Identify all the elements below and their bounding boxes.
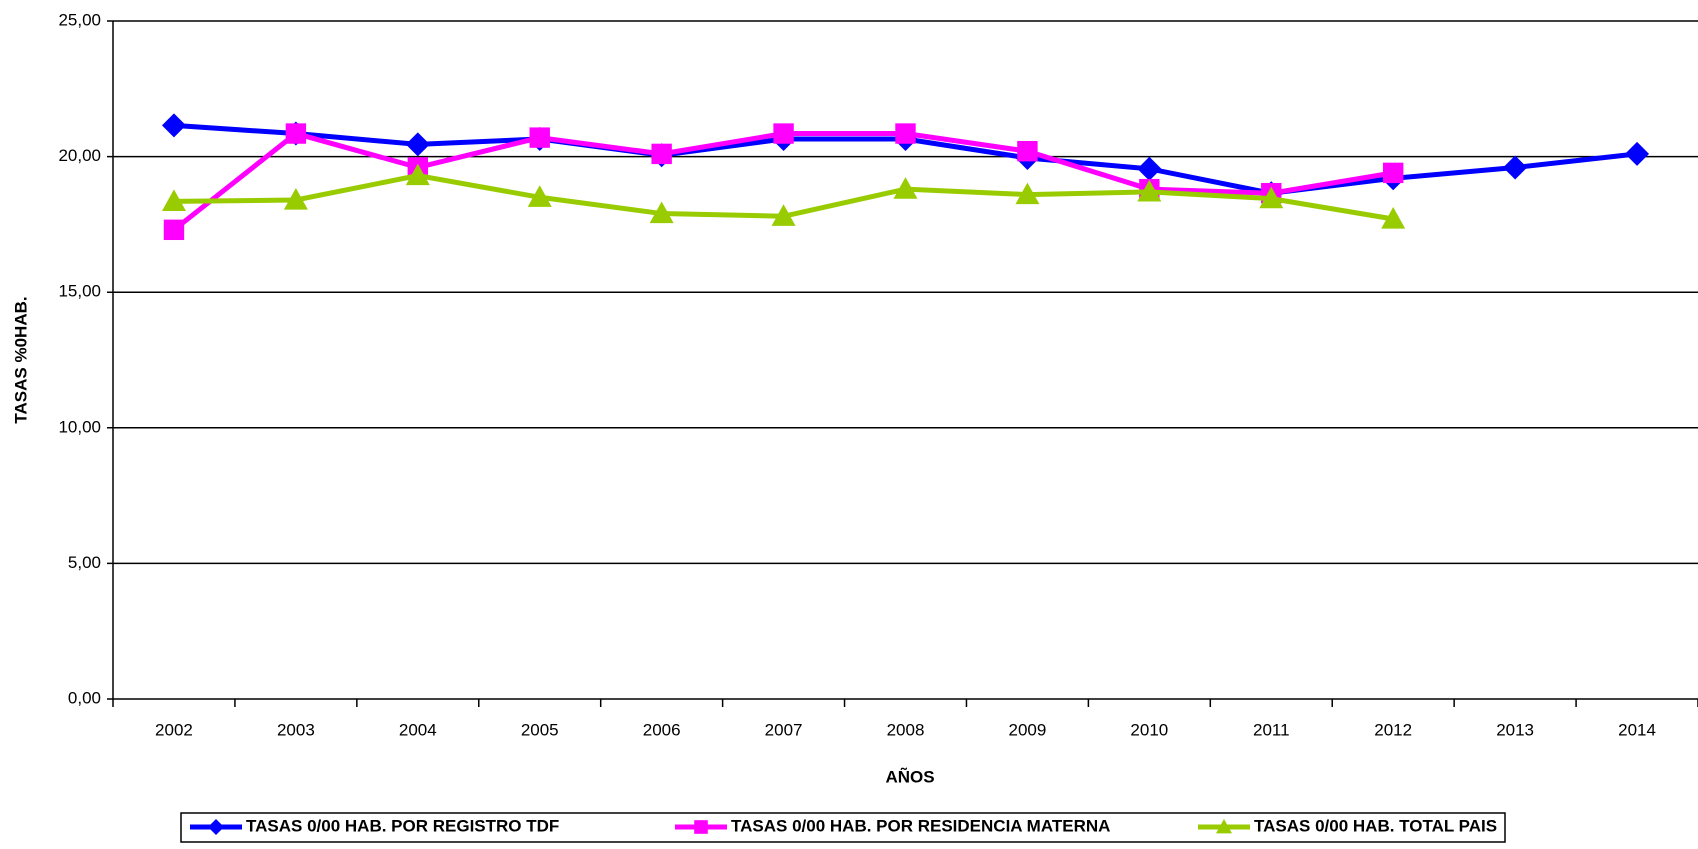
y-tick-label: 20,00: [58, 146, 101, 165]
x-tick-label: 2009: [1009, 720, 1047, 739]
marker: [1381, 206, 1406, 229]
marker: [1503, 155, 1528, 180]
marker: [1216, 819, 1232, 834]
marker: [649, 201, 674, 224]
marker: [694, 820, 708, 834]
marker: [405, 132, 430, 157]
marker: [771, 204, 796, 226]
marker: [773, 123, 794, 144]
marker: [527, 185, 552, 207]
x-tick-label: 2004: [399, 720, 437, 739]
x-axis-label: AÑOS: [885, 766, 934, 786]
marker: [1137, 179, 1162, 202]
marker: [161, 189, 186, 211]
legend-label: TASAS 0/00 HAB. TOTAL PAIS: [1254, 816, 1497, 835]
x-tick-label: 2010: [1130, 720, 1168, 739]
x-tick-label: 2003: [277, 720, 315, 739]
marker: [1625, 141, 1650, 166]
marker: [1137, 156, 1162, 181]
legend-box: [180, 812, 1506, 843]
marker: [405, 163, 430, 186]
marker: [208, 819, 224, 835]
marker: [285, 123, 307, 144]
x-tick-label: 2008: [887, 720, 925, 739]
marker: [1382, 162, 1404, 184]
marker: [1017, 140, 1038, 162]
x-tick-label: 2014: [1618, 720, 1656, 739]
y-axis-label: TASAS %0HAB.: [11, 296, 30, 423]
marker: [893, 177, 918, 199]
marker: [1015, 182, 1040, 205]
legend-label: TASAS 0/00 HAB. POR REGISTRO TDF: [246, 816, 559, 835]
y-tick-label: 15,00: [58, 282, 101, 301]
marker: [283, 187, 308, 210]
y-tick-label: 0,00: [68, 688, 101, 707]
x-tick-label: 2012: [1374, 720, 1412, 739]
x-tick-label: 2005: [521, 720, 559, 739]
marker: [163, 219, 185, 241]
y-tick-label: 25,00: [58, 10, 101, 29]
marker: [895, 123, 916, 144]
x-tick-label: 2002: [155, 720, 193, 739]
x-tick-label: 2007: [765, 720, 803, 739]
y-tick-label: 10,00: [58, 417, 101, 436]
marker: [161, 113, 186, 138]
marker: [651, 143, 672, 165]
marker: [1259, 186, 1284, 209]
x-tick-label: 2006: [643, 720, 681, 739]
marker: [529, 127, 550, 148]
legend-label: TASAS 0/00 HAB. POR RESIDENCIA MATERNA: [731, 816, 1110, 835]
y-tick-label: 5,00: [68, 553, 101, 572]
x-tick-label: 2013: [1496, 720, 1534, 739]
x-tick-label: 2011: [1253, 720, 1290, 739]
